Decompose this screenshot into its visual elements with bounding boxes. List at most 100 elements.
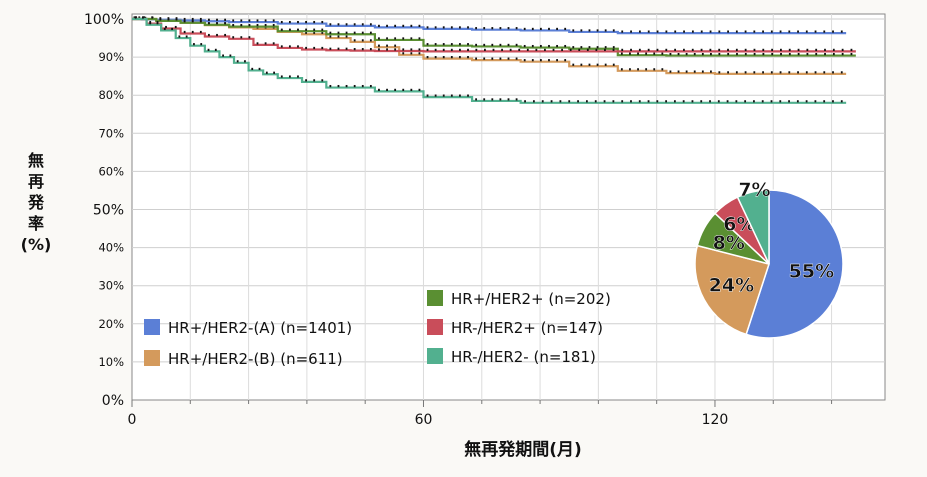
censor-mark [378,44,380,47]
censor-mark [418,52,421,55]
censor-mark [369,84,372,88]
pie-slice [694,244,770,336]
censor-mark [272,19,275,22]
censor-mark [761,100,764,103]
censor-mark [797,52,800,56]
censor-mark [564,44,567,48]
censor-mark [762,52,765,56]
y-tick-label: 10% [98,355,124,369]
y-axis-title-char: 率 [28,214,44,233]
censor-mark [183,30,186,34]
censor-mark [805,30,808,33]
censor-mark [144,16,147,19]
censor-mark [133,16,136,19]
censor-mark [297,75,299,78]
censor-mark [288,28,291,31]
censor-mark [805,100,808,103]
censor-mark [815,48,818,51]
censor-mark [797,48,800,51]
censor-mark [539,27,542,31]
censor-mark [361,84,364,88]
censor-mark [638,100,641,103]
censor-mark [577,100,579,103]
censor-mark [824,48,826,51]
censor-mark [674,48,677,51]
censor-mark [683,48,685,51]
censor-mark [369,39,372,42]
censor-mark [264,42,267,45]
censor-mark [305,79,307,82]
censor-mark [313,20,316,24]
censor-mark [637,52,639,55]
censor-mark [156,22,159,25]
censor-mark [656,100,659,103]
censor-mark [305,31,307,34]
censor-mark [691,100,694,103]
censor-mark [143,16,146,19]
censor-mark [450,43,453,46]
censor-mark [199,30,202,34]
censor-mark [224,18,227,21]
censor-mark [222,54,224,57]
censor-mark [410,37,413,40]
legend-swatch [427,319,443,335]
censor-mark [637,68,639,71]
censor-mark [669,70,672,73]
censor-mark [442,56,445,59]
censor-mark [353,48,356,51]
censor-mark [410,52,413,55]
censor-mark [450,56,453,59]
censor-mark [369,23,372,26]
censor-mark [361,23,364,26]
censor-mark [548,27,550,31]
censor-mark [191,30,194,34]
legend-item: HR-/HER2+ (n=147) [427,319,603,337]
censor-mark [701,52,704,56]
censor-mark [814,71,817,74]
censor-mark [588,29,591,32]
censor-mark [142,16,144,19]
censor-mark [677,70,680,73]
censor-mark [134,16,137,19]
censor-mark [612,46,615,49]
censor-mark [629,68,631,71]
censor-mark [378,37,380,40]
censor-mark [475,57,478,60]
censor-mark [661,68,664,71]
censor-mark [361,31,364,34]
censor-mark [345,84,348,88]
censor-mark [467,94,469,97]
censor-mark [305,20,307,24]
censor-mark [467,43,469,46]
censor-mark [499,57,502,60]
censor-mark [264,19,267,22]
censor-mark [727,71,729,74]
censor-mark [840,100,843,103]
censor-mark [193,43,195,46]
censor-mark [595,48,598,51]
censor-mark [841,48,844,51]
censor-mark [621,30,624,33]
censor-mark [832,48,835,51]
censor-mark [475,43,478,47]
censor-mark [673,100,676,103]
censor-mark [426,43,429,46]
censor-mark [507,27,510,30]
censor-mark [475,27,478,30]
censor-mark [744,71,747,74]
censor-mark [770,100,773,103]
censor-mark [814,100,817,103]
censor-mark [580,46,583,49]
censor-mark [475,48,478,51]
censor-mark [183,17,186,21]
censor-mark [434,48,437,51]
censor-mark [700,48,703,51]
censor-mark [426,94,429,97]
censor-mark [410,88,413,91]
censor-mark [621,100,624,103]
censor-mark [386,44,388,47]
censor-mark [645,68,648,71]
censor-mark [297,45,299,48]
